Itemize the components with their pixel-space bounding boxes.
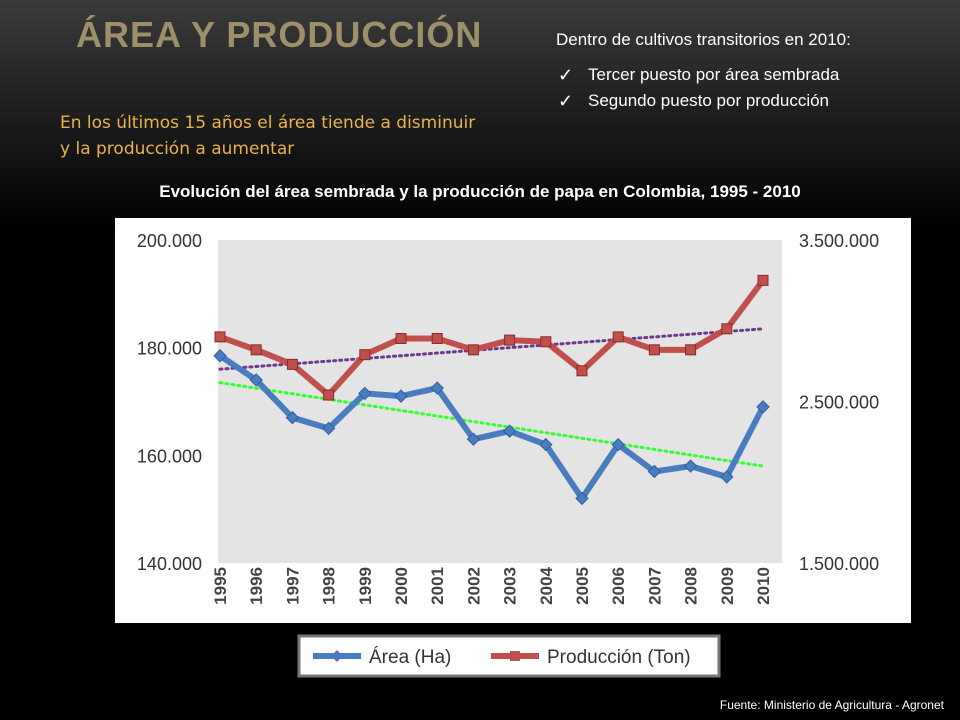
production-data-point bbox=[576, 365, 588, 377]
production-data-point bbox=[757, 274, 769, 286]
y-left-tick-label: 180.000 bbox=[137, 339, 202, 359]
production-data-point bbox=[504, 334, 516, 346]
area-data-point bbox=[213, 349, 227, 363]
production-trendline bbox=[218, 327, 765, 371]
x-tick-label: 2009 bbox=[718, 567, 737, 605]
legend-label: Producción (Ton) bbox=[547, 647, 691, 668]
x-tick-label: 2006 bbox=[609, 567, 628, 605]
legend-marker bbox=[331, 650, 343, 662]
x-tick-label: 2008 bbox=[682, 567, 701, 605]
chart-svg: 140.000 160.000 180.000 200.000 1.500.000 2.5… bbox=[115, 218, 911, 688]
y-left-tick-label: 160.000 bbox=[137, 446, 202, 466]
x-tick-label: 1999 bbox=[356, 567, 375, 605]
production-data-point bbox=[467, 344, 479, 356]
slide-title: Área y producción bbox=[76, 14, 483, 55]
area-data-point bbox=[539, 437, 553, 452]
y-left-tick-label: 140.000 bbox=[137, 554, 202, 574]
check-icon: ✓ bbox=[558, 91, 574, 111]
x-tick-label: 2001 bbox=[428, 567, 447, 605]
x-tick-label: 1997 bbox=[283, 567, 302, 605]
area-data-point bbox=[466, 432, 481, 446]
stats-item: ✓ Tercer puesto por área sembrada bbox=[556, 62, 851, 88]
area-data-point bbox=[575, 491, 589, 506]
production-data-point bbox=[323, 389, 335, 401]
area-data-point bbox=[394, 389, 408, 403]
production-data-point bbox=[250, 344, 262, 356]
stats-heading: Dentro de cultivos transitorios en 2010: bbox=[556, 30, 851, 49]
x-tick-label: 2007 bbox=[645, 567, 664, 605]
y-right-tick-label: 3.500.000 bbox=[799, 231, 879, 251]
production-data-point bbox=[286, 358, 298, 370]
y-right-tick-label: 1.500.000 bbox=[799, 554, 879, 574]
stats-box: Dentro de cultivos transitorios en 2010:… bbox=[556, 30, 851, 114]
production-series-line bbox=[218, 278, 766, 399]
stats-item: ✓ Segundo puesto por producción bbox=[556, 88, 851, 114]
area-data-point bbox=[720, 470, 734, 484]
x-tick-label: 2010 bbox=[754, 567, 773, 605]
x-tick-label: 2003 bbox=[501, 567, 520, 605]
stats-item-label: Segundo puesto por producción bbox=[588, 91, 830, 110]
production-data-point bbox=[359, 349, 371, 361]
area-data-point bbox=[756, 400, 770, 414]
area-data-point bbox=[321, 421, 336, 436]
area-data-point bbox=[502, 424, 517, 438]
area-data-point bbox=[683, 459, 698, 473]
production-data-point bbox=[431, 333, 443, 345]
x-tick-label: 2004 bbox=[537, 566, 556, 604]
area-data-point bbox=[611, 437, 625, 452]
production-data-point bbox=[540, 336, 552, 348]
area-trendline bbox=[218, 381, 765, 468]
production-data-point bbox=[395, 333, 407, 345]
area-data-point bbox=[430, 381, 444, 395]
trend-note: En los últimos 15 años el área tiende a … bbox=[60, 113, 476, 159]
x-tick-label: 1996 bbox=[247, 567, 266, 605]
x-tick-label: 2005 bbox=[573, 567, 592, 605]
x-tick-label: 2000 bbox=[392, 567, 411, 605]
production-data-point bbox=[214, 331, 226, 343]
area-data-point bbox=[358, 386, 372, 401]
y-left-tick-label: 200.000 bbox=[137, 231, 202, 251]
production-data-point bbox=[685, 344, 697, 356]
area-data-point bbox=[285, 410, 300, 425]
chart: 140.000 160.000 180.000 200.000 1.500.000 2.5… bbox=[115, 218, 911, 688]
y-right-tick-label: 2.500.000 bbox=[799, 393, 879, 413]
legend-label: Área (Ha) bbox=[369, 647, 451, 668]
chart-title: Evolución del área sembrada y la producc… bbox=[159, 182, 801, 201]
production-data-point bbox=[721, 323, 733, 335]
x-tick-label: 1995 bbox=[211, 567, 230, 605]
area-series-line bbox=[218, 353, 766, 502]
x-tick-label: 2002 bbox=[464, 567, 483, 605]
plot-area bbox=[218, 240, 782, 563]
area-data-point bbox=[647, 464, 662, 479]
legend-marker bbox=[510, 651, 520, 661]
stats-list: ✓ Tercer puesto por área sembrada ✓ Segu… bbox=[556, 62, 851, 114]
source-note: Fuente: Ministerio de Agricultura - Agro… bbox=[719, 698, 944, 712]
production-data-point bbox=[612, 331, 624, 343]
production-data-point bbox=[648, 344, 660, 356]
area-data-point bbox=[249, 373, 263, 387]
stats-item-label: Tercer puesto por área sembrada bbox=[588, 65, 840, 84]
check-icon: ✓ bbox=[558, 65, 574, 85]
x-tick-label: 1998 bbox=[320, 567, 339, 605]
